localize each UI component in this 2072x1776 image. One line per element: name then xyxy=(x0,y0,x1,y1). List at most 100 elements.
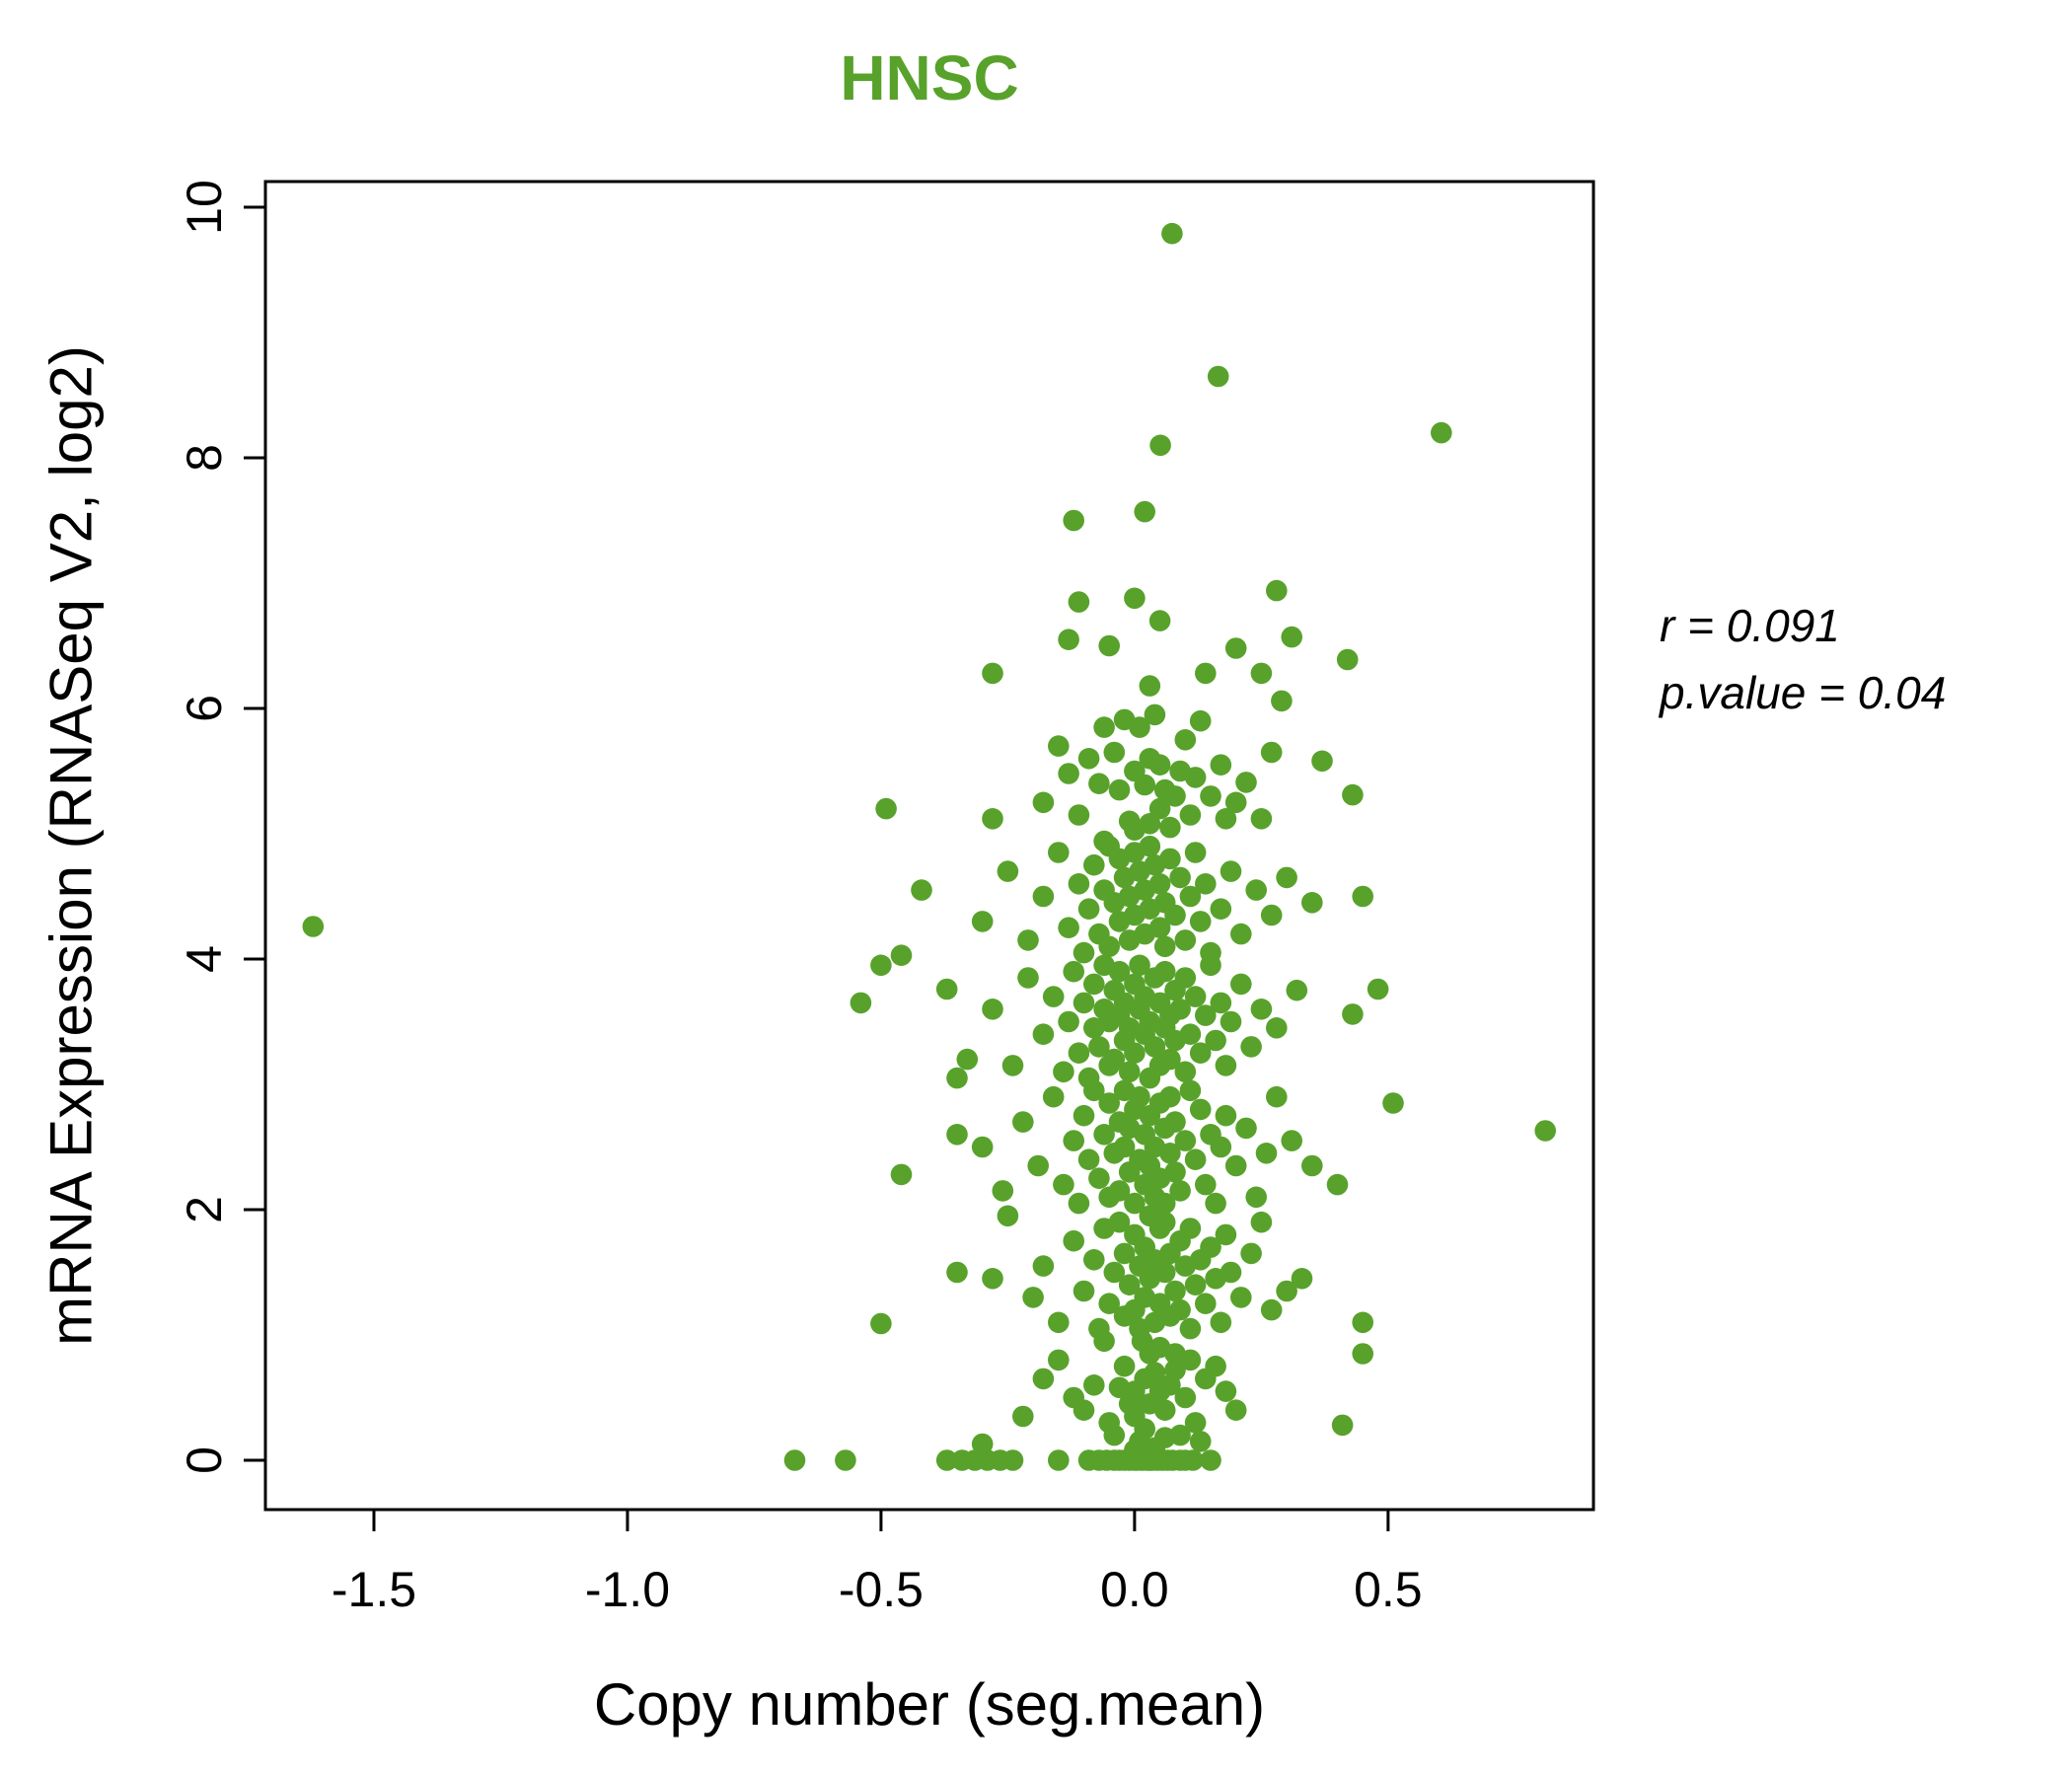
data-point[interactable] xyxy=(1063,960,1084,983)
data-point[interactable] xyxy=(1098,935,1120,958)
data-point[interactable] xyxy=(1108,1211,1131,1233)
data-point[interactable] xyxy=(1189,709,1212,732)
data-point[interactable] xyxy=(1058,763,1079,784)
data-point[interactable] xyxy=(1129,1085,1150,1108)
data-point[interactable] xyxy=(1352,1343,1373,1365)
data-point[interactable] xyxy=(1235,1117,1257,1140)
data-point[interactable] xyxy=(1048,842,1070,863)
data-point[interactable] xyxy=(1113,1136,1136,1158)
data-point[interactable] xyxy=(1088,773,1110,794)
data-point[interactable] xyxy=(1286,979,1308,1001)
data-point[interactable] xyxy=(1118,810,1141,833)
data-point[interactable] xyxy=(1063,1130,1084,1151)
data-point[interactable] xyxy=(1001,1055,1024,1076)
data-point[interactable] xyxy=(1068,591,1090,613)
data-point[interactable] xyxy=(1098,1293,1120,1314)
data-point[interactable] xyxy=(1250,1211,1273,1233)
data-point[interactable] xyxy=(1174,1386,1197,1409)
data-point[interactable] xyxy=(1032,1368,1055,1390)
data-point[interactable] xyxy=(1103,741,1126,764)
data-point[interactable] xyxy=(1260,1298,1283,1321)
data-point[interactable] xyxy=(1148,917,1171,938)
data-point[interactable] xyxy=(992,1180,1014,1202)
data-point[interactable] xyxy=(1271,690,1293,712)
data-point[interactable] xyxy=(1174,729,1197,751)
data-point[interactable] xyxy=(1210,992,1232,1014)
data-point[interactable] xyxy=(1124,1192,1146,1215)
data-point[interactable] xyxy=(1230,973,1252,996)
data-point[interactable] xyxy=(1169,760,1191,782)
data-point[interactable] xyxy=(1382,1092,1404,1114)
data-point[interactable] xyxy=(971,1433,994,1455)
data-point[interactable] xyxy=(1179,1317,1202,1340)
data-point[interactable] xyxy=(1255,1143,1278,1164)
data-point[interactable] xyxy=(835,1449,856,1471)
data-point[interactable] xyxy=(1098,634,1120,657)
data-point[interactable] xyxy=(1077,1148,1100,1170)
data-point[interactable] xyxy=(1230,1287,1252,1308)
data-point[interactable] xyxy=(1073,992,1095,1014)
data-point[interactable] xyxy=(1134,1368,1155,1390)
data-point[interactable] xyxy=(1161,222,1183,245)
data-point[interactable] xyxy=(1153,1211,1176,1233)
data-point[interactable] xyxy=(911,879,932,901)
data-point[interactable] xyxy=(1153,960,1176,983)
data-point[interactable] xyxy=(946,1261,968,1284)
data-point[interactable] xyxy=(1073,941,1095,964)
data-point[interactable] xyxy=(935,978,958,1000)
data-point[interactable] xyxy=(1195,1173,1217,1196)
data-point[interactable] xyxy=(1073,1399,1095,1421)
data-point[interactable] xyxy=(1164,1161,1186,1183)
data-point[interactable] xyxy=(946,1124,968,1146)
data-point[interactable] xyxy=(1205,1192,1226,1215)
data-point[interactable] xyxy=(1103,1048,1126,1071)
data-point[interactable] xyxy=(1093,716,1115,738)
data-point[interactable] xyxy=(1032,1255,1055,1277)
data-point[interactable] xyxy=(1200,1449,1221,1471)
data-point[interactable] xyxy=(1148,1380,1171,1402)
data-point[interactable] xyxy=(1148,797,1171,820)
data-point[interactable] xyxy=(1174,967,1197,989)
data-point[interactable] xyxy=(1250,808,1273,830)
data-point[interactable] xyxy=(1184,986,1207,1007)
data-point[interactable] xyxy=(1042,986,1065,1007)
data-point[interactable] xyxy=(1077,1067,1100,1089)
data-point[interactable] xyxy=(1210,1311,1232,1334)
data-point[interactable] xyxy=(875,797,897,820)
data-point[interactable] xyxy=(1224,1154,1247,1177)
data-point[interactable] xyxy=(1326,1173,1349,1196)
data-point[interactable] xyxy=(1164,904,1186,926)
data-point[interactable] xyxy=(1195,1004,1217,1026)
data-point[interactable] xyxy=(1012,1111,1034,1133)
data-point[interactable] xyxy=(1336,648,1359,671)
data-point[interactable] xyxy=(1235,772,1257,793)
data-point[interactable] xyxy=(1205,1355,1226,1377)
data-point[interactable] xyxy=(1169,1180,1191,1202)
data-point[interactable] xyxy=(1103,1261,1126,1284)
data-point[interactable] xyxy=(1276,1280,1297,1302)
data-point[interactable] xyxy=(783,1449,806,1471)
data-point[interactable] xyxy=(1189,1098,1212,1121)
data-point[interactable] xyxy=(1301,892,1323,914)
data-point[interactable] xyxy=(1032,791,1055,814)
data-point[interactable] xyxy=(1068,804,1090,826)
data-point[interactable] xyxy=(1108,1376,1131,1399)
data-point[interactable] xyxy=(1224,791,1247,814)
data-point[interactable] xyxy=(1184,1412,1207,1434)
data-point[interactable] xyxy=(935,1449,958,1471)
data-point[interactable] xyxy=(1189,1431,1212,1452)
data-point[interactable] xyxy=(1189,1042,1212,1064)
data-point[interactable] xyxy=(1017,967,1039,989)
data-point[interactable] xyxy=(1068,1192,1090,1215)
data-point[interactable] xyxy=(1179,1079,1202,1102)
data-point[interactable] xyxy=(1266,1085,1288,1108)
data-point[interactable] xyxy=(1169,1298,1191,1321)
data-point[interactable] xyxy=(982,662,1003,685)
data-point[interactable] xyxy=(982,999,1003,1020)
data-point[interactable] xyxy=(1048,735,1070,757)
data-point[interactable] xyxy=(1058,1010,1079,1033)
data-point[interactable] xyxy=(1144,1437,1166,1459)
data-point[interactable] xyxy=(1108,778,1131,801)
data-point[interactable] xyxy=(1093,1124,1115,1146)
data-point[interactable] xyxy=(1083,973,1105,996)
